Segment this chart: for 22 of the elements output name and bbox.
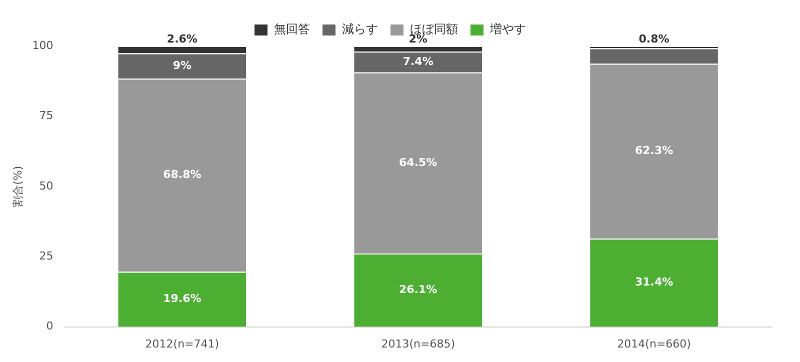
legend-label: 減らす: [342, 22, 378, 36]
y-tick-label: 25: [39, 249, 54, 262]
data-label: 7.4%: [402, 54, 434, 68]
data-label: 31.4%: [634, 276, 674, 289]
y-tick-label: 50: [39, 179, 54, 192]
y-tick-label: 100: [32, 38, 54, 52]
data-label: 26.1%: [399, 283, 438, 296]
y-tick-label: 75: [39, 109, 54, 122]
legend-label: 増やす: [489, 22, 526, 36]
data-label: 0.8%: [638, 32, 670, 46]
data-label: 68.8%: [163, 168, 202, 182]
data-label: 9%: [172, 58, 192, 72]
legend-label: 無回答: [274, 22, 310, 36]
data-label: 19.6%: [163, 292, 202, 306]
data-label: 64.5%: [399, 156, 438, 169]
y-tick-label: 0: [46, 320, 54, 333]
data-label: 2.6%: [166, 32, 198, 46]
data-label: 62.3%: [634, 144, 674, 158]
y-axis-title: 割合(%): [11, 166, 24, 207]
x-tick-label: 2013(n=685): [381, 337, 455, 350]
x-tick-label: 2012(n=741): [145, 337, 220, 350]
x-tick-label: 2014(n=660): [617, 337, 691, 350]
